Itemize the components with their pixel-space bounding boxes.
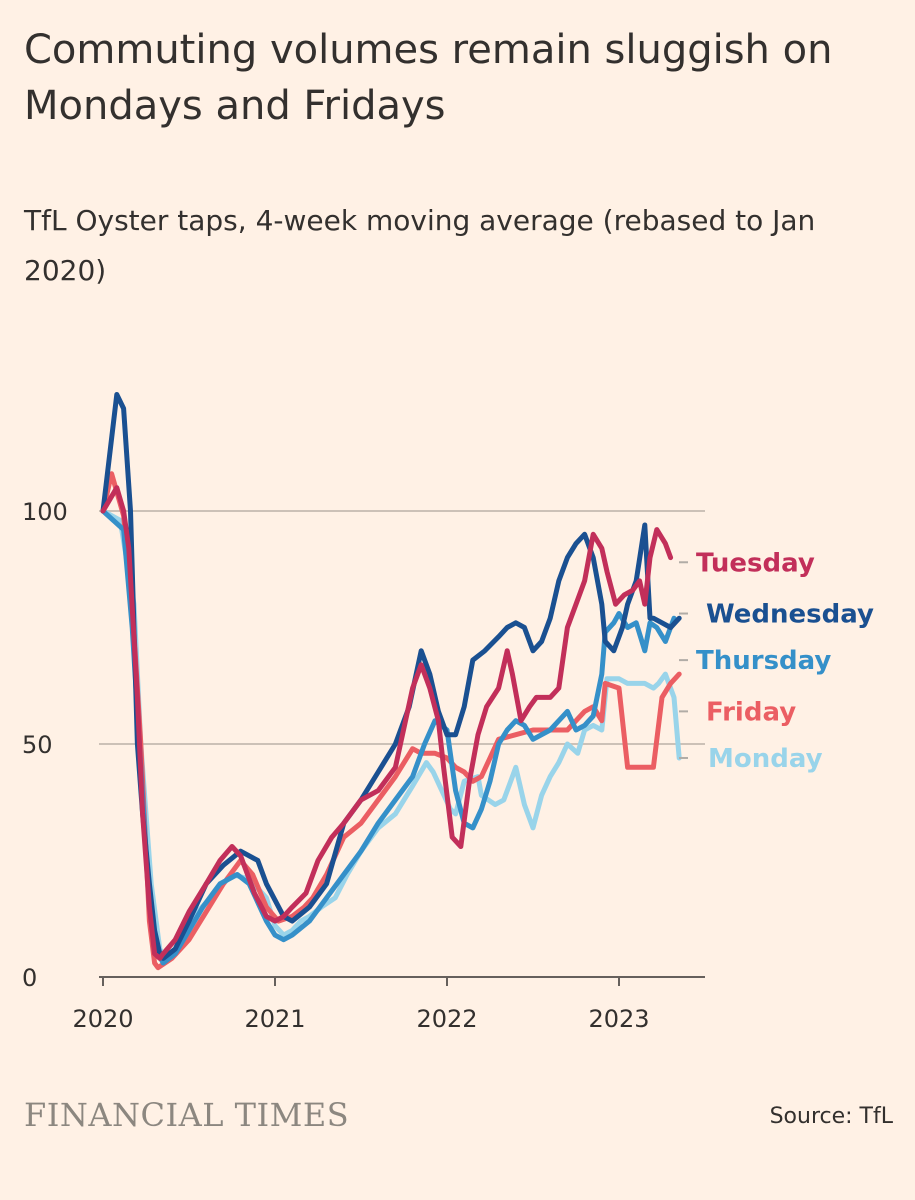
gridlines	[99, 510, 705, 745]
series-label-wednesday: Wednesday	[706, 600, 874, 630]
x-tick-label: 2023	[588, 1005, 649, 1033]
series-line-monday	[100, 508, 682, 961]
x-axis: 2020 2021 2022 2023	[72, 976, 705, 1033]
chart-subtitle: TfL Oyster taps, 4-week moving average (…	[24, 204, 816, 287]
source-note: Source: TfL	[769, 1104, 893, 1129]
brand-logo: FINANCIAL TIMES	[24, 1096, 350, 1134]
series-line-thursday	[100, 508, 677, 966]
series-label-thursday: Thursday	[696, 646, 831, 676]
y-axis-ticks: 0 50 100	[22, 498, 68, 992]
series-line-wednesday	[100, 392, 682, 961]
x-tick-label: 2020	[72, 1005, 133, 1033]
x-tick-label: 2021	[244, 1005, 305, 1033]
chart-title: Commuting volumes remain sluggish on Mon…	[24, 27, 833, 129]
series-lines	[100, 392, 682, 971]
series-end-labels: Tuesday Wednesday Thursday Friday Monday	[679, 548, 874, 774]
series-label-monday: Monday	[708, 744, 823, 774]
y-tick-label: 0	[22, 964, 37, 992]
x-tick-label: 2022	[416, 1005, 477, 1033]
series-label-tuesday: Tuesday	[696, 548, 815, 578]
y-tick-label: 100	[22, 498, 68, 526]
series-line-tuesday	[100, 485, 674, 961]
y-tick-label: 50	[22, 731, 53, 759]
series-label-friday: Friday	[706, 697, 796, 727]
